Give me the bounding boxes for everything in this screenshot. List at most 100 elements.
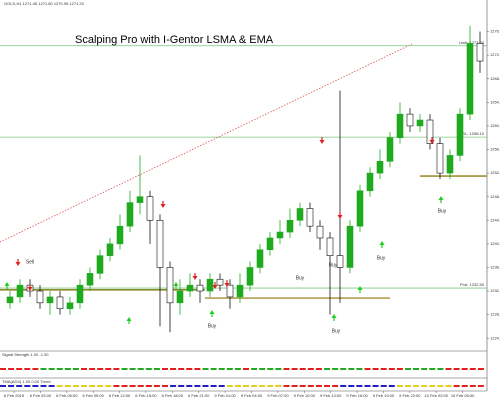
indicator-strip	[81, 385, 87, 387]
indicator-strip	[380, 368, 387, 370]
candle-body	[106, 243, 114, 256]
indicator-strip	[469, 368, 476, 370]
indicator-strip	[259, 368, 266, 370]
indicator-strip	[477, 368, 484, 370]
y-tick-label: 1228.00	[490, 312, 500, 317]
candle-body	[196, 284, 204, 292]
indicator-strip	[380, 385, 387, 387]
candle-body	[116, 225, 124, 245]
indicator-strip	[64, 385, 71, 387]
indicator-strip	[48, 385, 55, 387]
y-tick-label: 1272.00	[490, 52, 500, 57]
indicator-strip	[324, 368, 330, 370]
indicator-strip	[121, 368, 128, 370]
indicator-strip	[170, 385, 177, 387]
indicator-strip	[348, 385, 355, 387]
signal-arrow	[212, 285, 218, 289]
indicator-strip	[315, 368, 322, 370]
indicator-strip	[291, 368, 298, 370]
indicator-strip	[81, 368, 87, 370]
indicator-strip	[40, 385, 47, 387]
indicator-strip	[105, 368, 112, 370]
indicator-strip	[429, 368, 436, 370]
indicator-strip	[307, 385, 314, 387]
candle-body	[456, 113, 464, 156]
panel-label: Signal Strength 1.00 -1.00	[2, 352, 49, 357]
indicator-strip	[129, 368, 136, 370]
indicator-strip	[251, 368, 258, 370]
signal-label: Buy	[208, 323, 217, 329]
indicator-strip	[413, 385, 420, 387]
indicator-strip	[64, 368, 71, 370]
indicator-strip	[291, 385, 298, 387]
indicator-strip	[372, 368, 379, 370]
indicator-strip	[32, 368, 39, 370]
candle-body	[46, 296, 54, 304]
indicator-strip	[477, 385, 484, 387]
indicator-strip	[364, 368, 371, 370]
signal-arrow	[379, 241, 385, 245]
y-tick-label: 1224.00	[490, 335, 500, 340]
indicator-strip	[16, 368, 23, 370]
signal-arrow	[173, 282, 179, 286]
indicator-strip	[332, 385, 339, 387]
candle-body	[186, 284, 194, 292]
indicator-strip	[89, 368, 96, 370]
indicator-strip	[210, 385, 217, 387]
indicator-strip	[234, 385, 241, 387]
indicator-strip	[97, 385, 104, 387]
indicator-strip	[299, 368, 306, 370]
candle-body	[236, 284, 244, 298]
chart-title: Scalping Pro with I-Gentor LSMA & EMA	[75, 34, 274, 46]
indicator-strip	[24, 368, 31, 370]
indicator-strip	[72, 385, 79, 387]
indicator-strip	[243, 385, 249, 387]
candle-body	[146, 196, 154, 221]
candle-body	[266, 237, 274, 251]
candle-body	[136, 196, 144, 203]
candle-body	[406, 113, 414, 127]
indicator-strip	[24, 385, 31, 387]
candle-body	[166, 267, 174, 304]
x-tick-label: 6 Feb 2015	[4, 393, 25, 398]
indicator-strip	[348, 368, 355, 370]
indicator-strip	[234, 368, 241, 370]
x-tick-label: 9 Feb 07:00	[267, 393, 289, 398]
indicator-strip	[283, 368, 290, 370]
signal-label: Buy	[332, 328, 341, 334]
indicator-strip	[413, 368, 420, 370]
indicator-strip	[251, 385, 258, 387]
indicator-strip	[372, 385, 379, 387]
candle-body	[276, 231, 284, 239]
signal-label: Buy	[329, 262, 338, 268]
indicator-strip	[16, 385, 23, 387]
x-tick-label: 6 Feb 09:00	[82, 393, 104, 398]
indicator-strip	[396, 385, 403, 387]
indicator-strip	[267, 385, 274, 387]
indicator-strip	[469, 385, 476, 387]
indicator-strip	[40, 368, 47, 370]
x-tick-label: 6 Feb 21:00	[188, 393, 210, 398]
candle-body	[86, 273, 94, 286]
candle-body	[16, 284, 24, 298]
indicator-strip	[226, 368, 233, 370]
indicator-strip	[315, 385, 322, 387]
signal-arrow	[429, 140, 435, 144]
indicator-strip	[153, 385, 160, 387]
y-tick-label: 1248.00	[490, 194, 500, 199]
trend-line	[0, 43, 413, 243]
level-label: Limit: 1273.60	[459, 40, 485, 45]
candle-body	[396, 113, 404, 139]
indicator-strip	[186, 368, 193, 370]
x-tick-label: 9 Feb 16:00	[346, 393, 368, 398]
indicator-strip	[332, 368, 339, 370]
signal-label: Sell	[26, 259, 34, 265]
candle-body	[156, 219, 164, 268]
indicator-strip	[0, 368, 6, 370]
indicator-strip	[259, 385, 266, 387]
candle-body	[6, 296, 14, 304]
indicator-strip	[364, 385, 371, 387]
indicator-strip	[340, 368, 347, 370]
y-tick-label: 1268.00	[490, 76, 500, 81]
